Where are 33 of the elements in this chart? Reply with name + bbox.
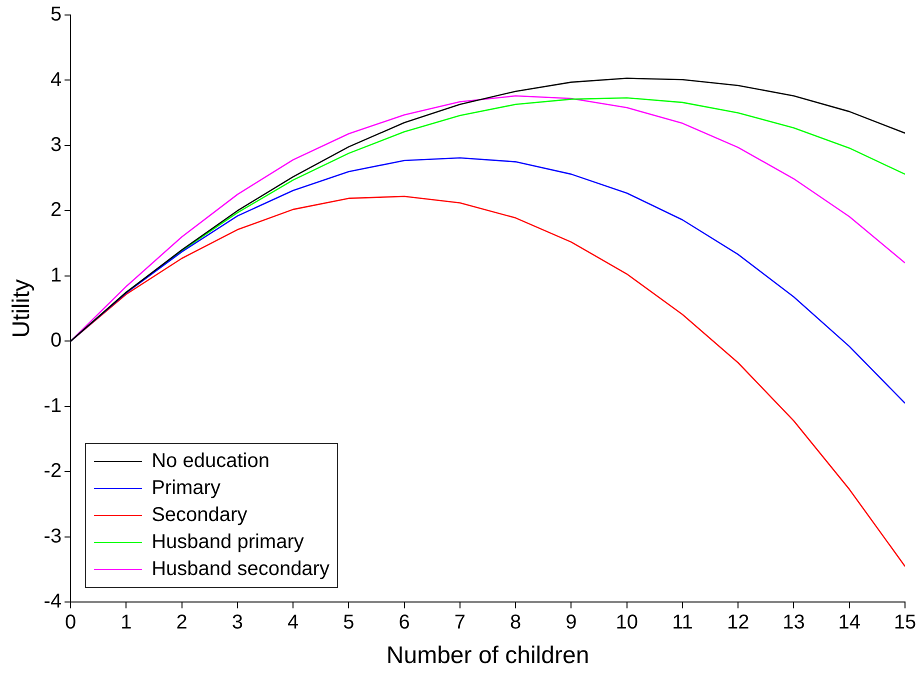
x-tick-label: 2: [176, 612, 188, 634]
y-axis-title: Utility: [8, 279, 36, 338]
x-tick-label: 12: [726, 612, 750, 634]
y-tick-label: 3: [50, 134, 62, 156]
x-tick-label: 15: [894, 612, 916, 634]
y-tick-label: 1: [50, 264, 62, 286]
y-tick-label: -2: [44, 460, 62, 482]
legend-label: Primary: [152, 477, 220, 500]
x-tick-label: 1: [120, 612, 132, 634]
y-tick-label: -3: [44, 525, 62, 548]
legend-label: No education: [152, 450, 270, 474]
x-tick-label: 0: [65, 612, 76, 634]
y-tick-label: 5: [50, 4, 62, 26]
x-tick-label: 6: [398, 612, 410, 634]
y-tick-label: 4: [50, 68, 62, 91]
y-tick-label: 2: [50, 199, 62, 222]
x-tick-label: 10: [616, 612, 638, 634]
x-tick-label: 9: [566, 612, 577, 634]
legend-label: Husband secondary: [152, 558, 330, 582]
y-tick-label: 0: [50, 330, 62, 352]
y-tick-label: -1: [44, 394, 62, 417]
x-tick-label: 7: [454, 612, 466, 634]
x-axis-title: Number of children: [386, 642, 590, 670]
y-tick-label: -4: [44, 590, 62, 613]
x-tick-label: 8: [510, 612, 522, 634]
legend-label: Secondary: [152, 504, 248, 528]
x-tick-label: 5: [343, 612, 354, 634]
x-tick-label: 14: [838, 612, 860, 634]
x-tick-label: 13: [782, 612, 805, 634]
x-tick-label: 11: [672, 612, 693, 634]
legend-label: Husband primary: [152, 531, 304, 554]
x-tick-label: 4: [288, 612, 299, 634]
x-tick-label: 3: [232, 612, 244, 634]
